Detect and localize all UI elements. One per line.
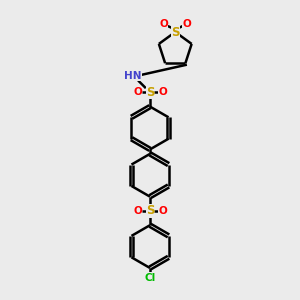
- Text: S: S: [146, 204, 154, 218]
- Text: O: O: [158, 206, 167, 216]
- Text: S: S: [146, 86, 154, 99]
- Text: Cl: Cl: [144, 272, 156, 283]
- Text: O: O: [158, 87, 167, 97]
- Text: O: O: [182, 19, 191, 29]
- Text: HN: HN: [124, 71, 142, 81]
- Text: O: O: [160, 19, 168, 29]
- Text: O: O: [133, 87, 142, 97]
- Text: O: O: [133, 206, 142, 216]
- Text: S: S: [171, 26, 179, 38]
